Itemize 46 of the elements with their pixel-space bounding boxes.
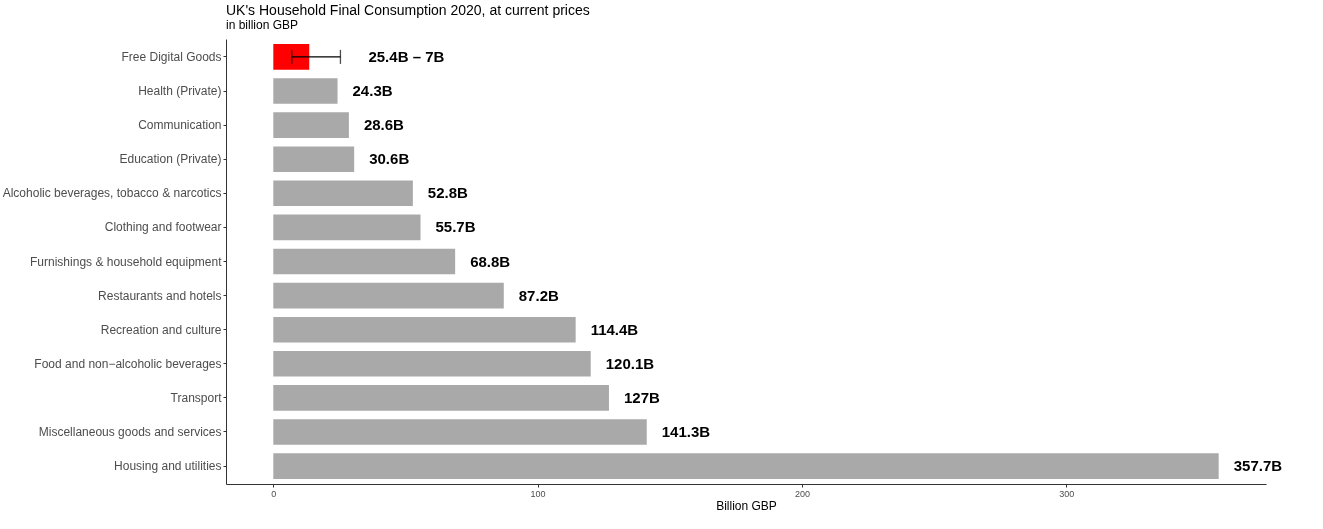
data-label: 127B — [623, 388, 660, 406]
data-label: 28.6B — [363, 116, 405, 134]
bar — [273, 385, 609, 411]
bar — [273, 146, 355, 172]
data-label: 30.6B — [369, 150, 410, 168]
x-tick-label: 100 — [530, 488, 546, 499]
chart-subtitle: in billion GBP — [226, 18, 299, 32]
y-tick-label: Free Digital Goods — [121, 49, 222, 64]
y-tick-label: Health (Private) — [138, 84, 222, 98]
y-tick-label: Miscellaneous goods and services — [38, 425, 222, 439]
bar — [273, 78, 338, 104]
y-tick-label: Education (Private) — [119, 152, 222, 167]
data-label: 141.3B — [661, 423, 711, 440]
bar — [273, 180, 413, 207]
x-tick-label: 0 — [271, 488, 277, 499]
y-tick-label: Restaurants and hotels — [98, 288, 222, 303]
bar — [273, 453, 1219, 479]
bar — [273, 214, 421, 241]
y-tick-label: Furnishings & household equipment — [30, 254, 223, 269]
bar — [273, 316, 576, 343]
data-label: 357.7B — [1233, 457, 1283, 475]
y-tick-label: Recreation and culture — [100, 322, 222, 337]
x-axis-title: Billion GBP — [716, 498, 777, 513]
y-tick-label: Alcoholic beverages, tobacco & narcotics — [2, 186, 222, 201]
y-tick-label: Transport — [170, 390, 223, 405]
data-label: 68.8B — [470, 252, 511, 270]
data-label: 114.4B — [590, 320, 639, 338]
data-label: 55.7B — [435, 218, 476, 236]
bar — [273, 248, 456, 275]
chart-title: UK's Household Final Consumption 2020, at current prices — [226, 2, 590, 18]
bar — [273, 351, 591, 377]
x-tick-label: 300 — [1059, 488, 1075, 499]
data-label: 24.3B — [352, 82, 393, 99]
x-tick-label: 200 — [794, 488, 810, 499]
annotation: 25.4B – 7B — [368, 47, 445, 65]
y-tick-label: Housing and utilities — [114, 459, 222, 474]
bar — [273, 44, 310, 70]
bar — [273, 282, 504, 309]
y-tick-label: Food and non−alcoholic beverages — [34, 356, 222, 371]
y-tick-label: Communication — [138, 118, 222, 133]
bar — [273, 112, 349, 138]
data-label: 52.8B — [427, 184, 469, 202]
data-label: 120.1B — [605, 354, 655, 372]
y-tick-label: Clothing and footwear — [104, 220, 222, 235]
bar — [273, 419, 647, 445]
data-label: 87.2B — [518, 286, 559, 304]
